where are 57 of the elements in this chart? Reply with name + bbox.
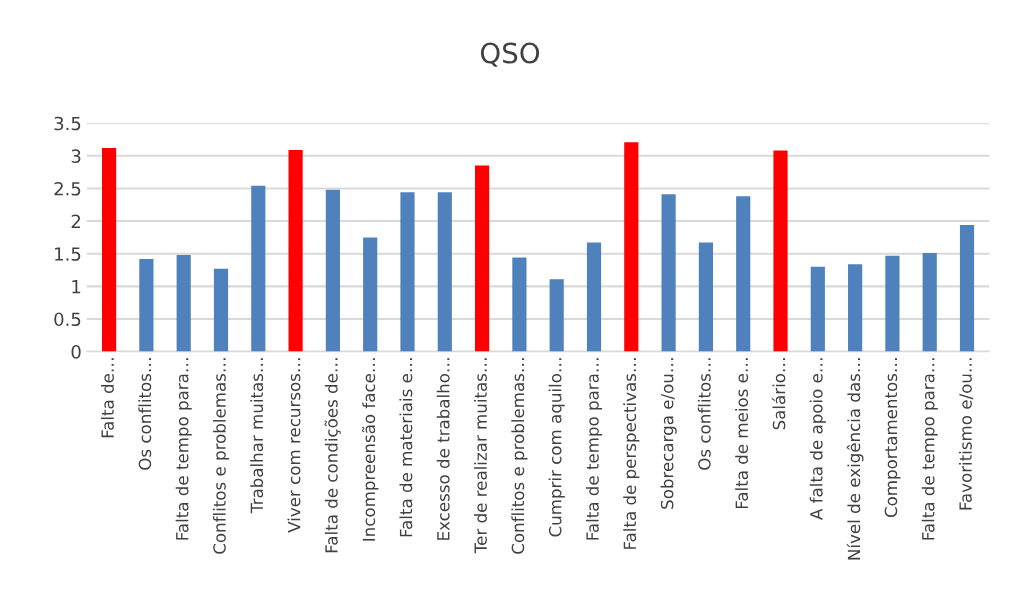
x-tick-label: Falta de tempo para… [175, 358, 192, 540]
x-tick-label: Falta de condições de… [324, 358, 341, 553]
x-tick-label: Falta de tempo para… [585, 358, 603, 540]
y-tick-label: 3 [71, 149, 81, 163]
x-tick-label: Falta de meios e… [735, 358, 749, 509]
bar [586, 242, 602, 352]
y-tick-label: 3.5 [54, 116, 81, 131]
x-tick-label: Comportamentos… [884, 358, 901, 518]
bar [176, 255, 191, 352]
x-tick-label: Viver com recursos… [287, 358, 301, 533]
x-tick-label: Falta de… [101, 358, 114, 438]
x-tick-label: Trabalhar muitas… [250, 358, 264, 514]
bar [288, 149, 303, 352]
y-tick-label: 0 [71, 345, 81, 359]
x-tick-label: Incompreensão face… [361, 358, 379, 541]
y-tick-label: 1 [72, 280, 81, 294]
bar [325, 189, 340, 352]
chart-title: QSO [480, 42, 540, 67]
bar [400, 192, 415, 352]
bar [885, 255, 900, 352]
bar [922, 253, 937, 352]
x-tick-label: Favoritismo e/ou… [958, 358, 974, 510]
x-tick-label: Falta de perspectivas… [623, 358, 640, 549]
y-tick-label: 1.5 [55, 247, 81, 261]
x-tick-label: Os conflitos… [697, 358, 711, 470]
x-tick-label: A falta de apoio e… [809, 358, 826, 520]
bar [512, 257, 527, 352]
bar [661, 194, 676, 352]
bar [251, 185, 266, 352]
bar [437, 192, 452, 352]
y-tick-label: 0.5 [54, 312, 81, 327]
bar [213, 268, 229, 352]
bar [810, 266, 825, 352]
bar [139, 258, 154, 352]
bar [475, 165, 490, 352]
x-tick-label: Sobrecarga e/ou… [660, 358, 677, 509]
y-tick-label: 2.5 [54, 181, 81, 196]
bar [848, 264, 863, 352]
bar [773, 150, 788, 352]
x-tick-label: Ter de realizar muitas… [474, 358, 487, 554]
x-tick-label: Falta de materiais e… [399, 358, 413, 537]
bar [736, 196, 751, 352]
bar [959, 225, 975, 352]
x-tick-label: Salário… [771, 358, 786, 430]
bar [363, 237, 378, 352]
x-tick-label: Os conflitos… [138, 358, 152, 470]
bar [549, 279, 564, 352]
x-tick-label: Excesso de trabalho… [436, 358, 450, 540]
bar [624, 142, 639, 352]
x-tick-label: Cumprir com aquilo… [548, 358, 565, 537]
bar [698, 242, 713, 352]
x-tick-label: Conflitos e problemas… [212, 358, 230, 554]
x-tick-label: Conflitos e problemas… [511, 358, 528, 554]
x-tick-label: Nível de exigência das… [846, 358, 864, 560]
bar [101, 148, 117, 352]
x-tick-label: Falta de tempo para… [921, 358, 938, 540]
y-tick-label: 2 [71, 214, 81, 228]
